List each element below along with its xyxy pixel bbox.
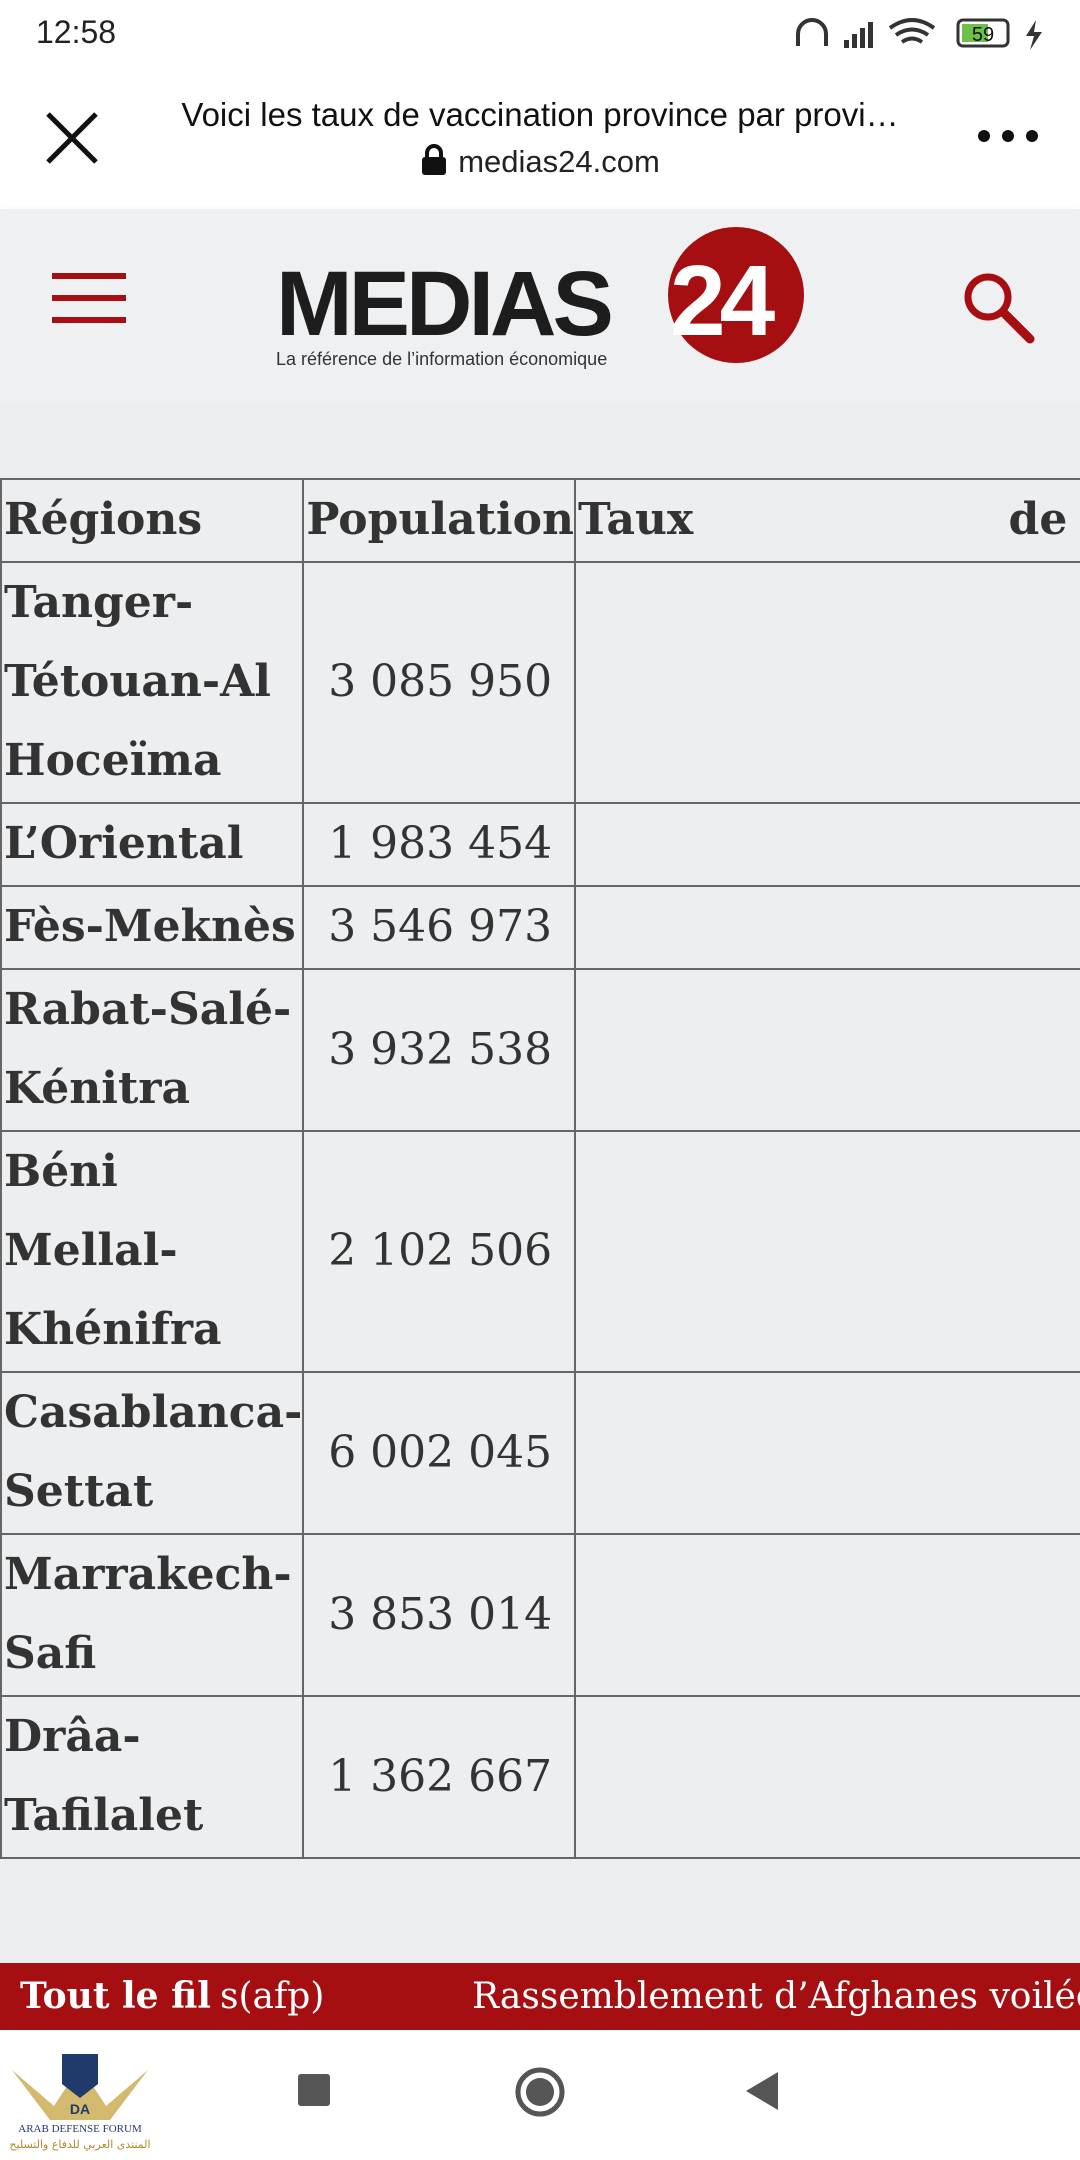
dose1-cell: 72 <box>573 1695 1080 1859</box>
logo-number: 24 <box>670 245 776 357</box>
population-cell: 2 102 506 <box>302 1130 576 1373</box>
status-bar: 12:58 59 <box>0 0 1080 66</box>
url-text: medias24.com <box>458 144 660 179</box>
site-logo[interactable]: MEDIAS 24 La référence de l’information … <box>270 227 810 387</box>
clock: 12:58 <box>36 14 117 50</box>
battery-level: 59 <box>972 24 994 46</box>
population-cell: 6 002 045 <box>302 1371 576 1535</box>
region-cell: L’Oriental <box>0 802 305 887</box>
close-button[interactable] <box>44 110 100 166</box>
browser-bar: Voici les taux de vaccination province p… <box>0 66 1080 210</box>
population-cell: 1 983 454 <box>302 802 576 887</box>
dose1-cell: 67 <box>573 1533 1080 1697</box>
ticker-item: s(afp) <box>220 1976 325 2017</box>
population-cell: 3 085 950 <box>302 561 576 804</box>
news-ticker[interactable]: Tout le fil s(afp) Rassemblement d’Afgha… <box>0 1963 1080 2030</box>
navigation-bar: DA ARAB DEFENSE FORUM المنتدى العربي للد… <box>0 2030 1080 2160</box>
logo-tagline: La référence de l’information économique <box>276 349 607 369</box>
region-cell: Drâa-Tafilalet <box>0 1695 305 1859</box>
population-cell: 3 853 014 <box>302 1533 576 1697</box>
watermark: DA ARAB DEFENSE FORUM المنتدى العربي للد… <box>9 2054 151 2151</box>
recent-apps-button[interactable] <box>296 2072 332 2108</box>
region-cell: Tanger-Tétouan-Al Hoceïma <box>0 561 305 804</box>
column-header: Régions <box>0 478 305 563</box>
page-title: Voici les taux de vaccination province p… <box>181 96 899 133</box>
dose1-cell: 61 <box>573 802 1080 887</box>
ticker-label: Tout le fil <box>20 1975 211 2017</box>
hamburger-menu[interactable] <box>52 271 126 325</box>
site-header: MEDIAS 24 La référence de l’information … <box>0 209 1080 402</box>
dose1-cell: 65 <box>573 1371 1080 1535</box>
watermark-initials: DA <box>70 2101 90 2117</box>
home-button[interactable] <box>514 2066 566 2118</box>
watermark-name: ARAB DEFENSE FORUM <box>18 2123 142 2135</box>
population-cell: 3 546 973 <box>302 885 576 970</box>
watermark-arabic: المنتدى العربي للدفاع والتسليح <box>9 2138 150 2151</box>
back-button[interactable] <box>742 2070 782 2112</box>
logo-text: MEDIAS <box>276 253 610 355</box>
dose1-cell: 69 <box>573 968 1080 1132</box>
population-cell: 1 362 667 <box>302 1695 576 1859</box>
status-icons: 59 <box>796 18 1042 50</box>
region-cell: Casablanca-Settat <box>0 1371 305 1535</box>
dose1-cell: 69 <box>573 885 1080 970</box>
region-cell: Béni Mellal-Khénifra <box>0 1130 305 1373</box>
region-cell: Fès-Meknès <box>0 885 305 970</box>
dose1-cell: 57 <box>573 561 1080 804</box>
lock-icon <box>422 144 447 175</box>
ticker-item: Rassemblement d’Afghanes voilée <box>472 1976 1080 2017</box>
column-header: Taux de couverture Dose1 (%) <box>573 478 1080 563</box>
menu-button[interactable] <box>976 128 1040 144</box>
population-cell: 3 932 538 <box>302 968 576 1132</box>
region-cell: Rabat-Salé-Kénitra <box>0 968 305 1132</box>
dose1-cell: 69 <box>573 1130 1080 1373</box>
region-cell: Marrakech-Safi <box>0 1533 305 1697</box>
search-button[interactable] <box>960 269 1036 345</box>
column-header: Population <box>302 478 576 563</box>
page-url: medias24.com <box>140 144 940 180</box>
